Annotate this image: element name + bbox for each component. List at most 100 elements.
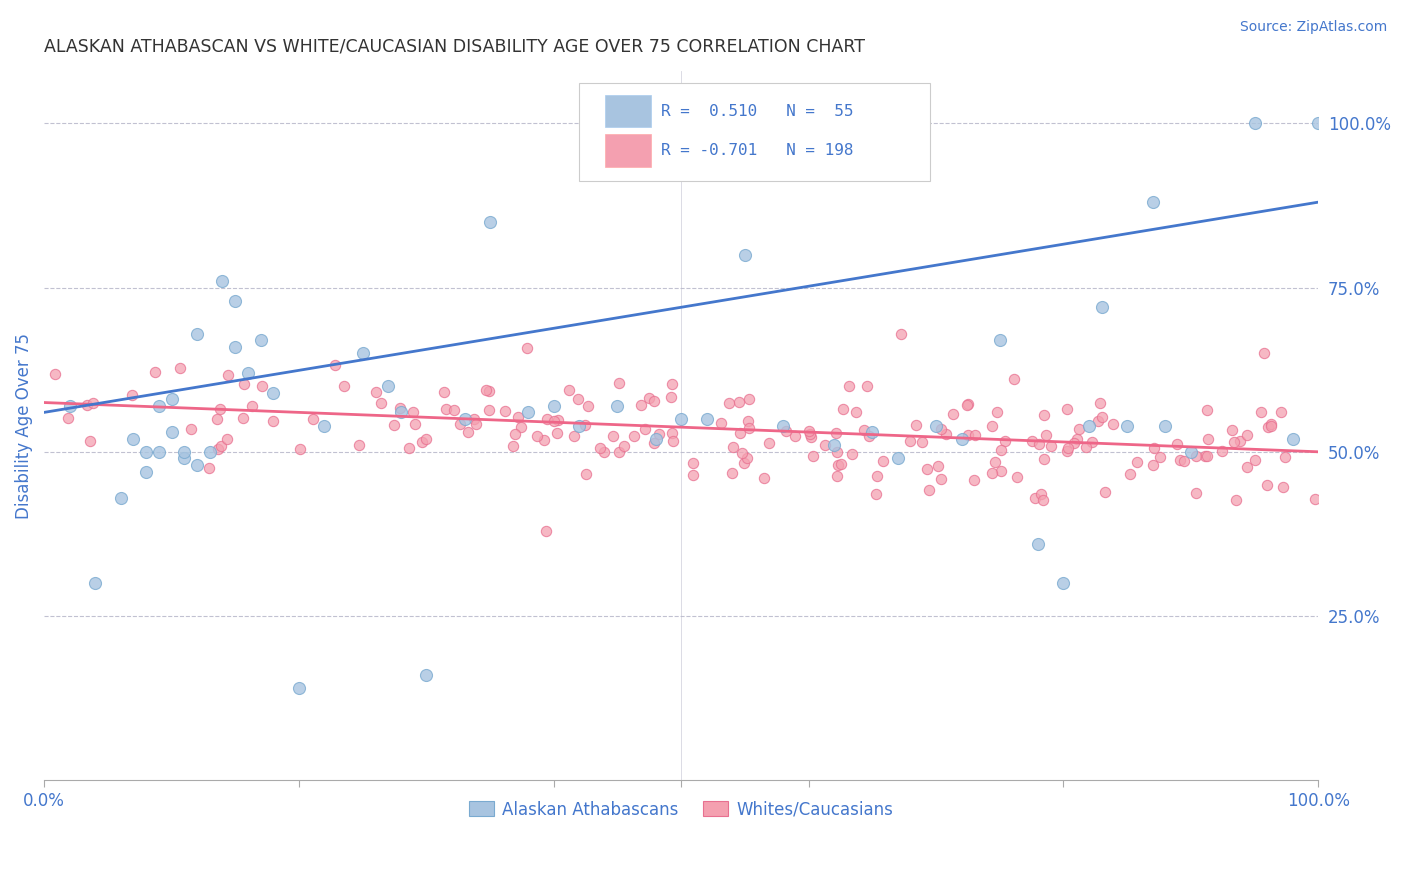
Point xyxy=(217,368,239,383)
Point xyxy=(180,422,202,436)
Point xyxy=(516,342,538,356)
Point xyxy=(942,408,965,422)
Point xyxy=(526,429,548,443)
Point xyxy=(567,392,589,407)
Point xyxy=(236,366,259,380)
Point xyxy=(648,427,671,442)
Point xyxy=(1166,437,1188,451)
Point xyxy=(623,429,645,443)
Point xyxy=(1225,492,1247,507)
Point xyxy=(630,398,652,412)
Point xyxy=(436,402,458,417)
Point xyxy=(717,396,740,410)
Point xyxy=(772,418,794,433)
Point xyxy=(205,412,228,426)
Point xyxy=(589,441,612,455)
Point xyxy=(1274,450,1296,465)
Point xyxy=(1002,372,1025,386)
Point xyxy=(911,435,934,450)
Point xyxy=(58,410,80,425)
Point xyxy=(827,458,849,472)
Point xyxy=(845,405,868,419)
Point xyxy=(872,453,894,467)
Point xyxy=(143,365,166,379)
Point xyxy=(288,681,311,696)
Point xyxy=(734,248,756,262)
Point xyxy=(547,412,569,426)
Point xyxy=(325,358,347,372)
Point xyxy=(1080,434,1102,449)
Point xyxy=(758,436,780,450)
Point xyxy=(1028,437,1050,451)
Point xyxy=(1229,434,1251,448)
Point xyxy=(135,445,157,459)
Point xyxy=(314,418,336,433)
Point xyxy=(1077,418,1099,433)
Point xyxy=(122,432,145,446)
Point xyxy=(576,399,599,413)
Point xyxy=(160,392,183,407)
FancyBboxPatch shape xyxy=(605,95,651,128)
Point xyxy=(721,440,744,454)
Point xyxy=(1056,402,1078,417)
Point xyxy=(1180,445,1202,459)
Point xyxy=(389,405,412,419)
Point xyxy=(825,445,848,459)
Point xyxy=(186,458,208,472)
Point xyxy=(1197,403,1219,417)
Point xyxy=(1260,419,1282,434)
Point xyxy=(662,434,685,448)
Point xyxy=(453,412,475,426)
Point xyxy=(1253,346,1275,360)
Point xyxy=(209,402,232,417)
Point xyxy=(644,432,666,446)
Point xyxy=(890,326,912,341)
Point xyxy=(643,436,665,450)
Point xyxy=(1066,432,1088,446)
Point xyxy=(957,396,980,410)
Point xyxy=(240,399,263,413)
Point xyxy=(963,427,986,442)
Point xyxy=(415,668,437,682)
Point xyxy=(224,293,246,308)
Point xyxy=(1035,428,1057,442)
Point xyxy=(738,392,761,406)
Point xyxy=(710,416,733,430)
Text: ALASKAN ATHABASCAN VS WHITE/CAUCASIAN DISABILITY AGE OVER 75 CORRELATION CHART: ALASKAN ATHABASCAN VS WHITE/CAUCASIAN DI… xyxy=(44,37,865,55)
Point xyxy=(333,378,356,392)
Point xyxy=(1149,450,1171,464)
Point xyxy=(1033,408,1056,422)
Point xyxy=(389,401,412,416)
Y-axis label: Disability Age Over 75: Disability Age Over 75 xyxy=(15,333,32,518)
Point xyxy=(984,454,1007,468)
Point xyxy=(1154,418,1177,433)
Point xyxy=(1076,440,1098,454)
Point xyxy=(593,445,616,459)
Point xyxy=(927,458,949,473)
Point xyxy=(752,471,775,485)
Point xyxy=(1021,434,1043,448)
Point xyxy=(1052,576,1074,591)
Point xyxy=(502,439,524,453)
Point xyxy=(1102,417,1125,431)
Point xyxy=(825,468,848,483)
Point xyxy=(1032,452,1054,467)
Point xyxy=(543,399,565,413)
Point xyxy=(110,491,132,505)
Point xyxy=(574,417,596,432)
Point xyxy=(211,274,233,288)
Point xyxy=(148,399,170,413)
Point xyxy=(217,432,239,446)
Point xyxy=(135,465,157,479)
Point xyxy=(638,391,661,405)
Point xyxy=(799,424,821,438)
Point xyxy=(1116,418,1139,433)
Point xyxy=(727,394,749,409)
Point xyxy=(262,414,284,428)
FancyBboxPatch shape xyxy=(605,134,651,167)
Point xyxy=(994,434,1017,448)
Point xyxy=(198,460,221,475)
Point xyxy=(929,422,952,436)
Point xyxy=(186,326,208,341)
Point xyxy=(82,396,104,410)
